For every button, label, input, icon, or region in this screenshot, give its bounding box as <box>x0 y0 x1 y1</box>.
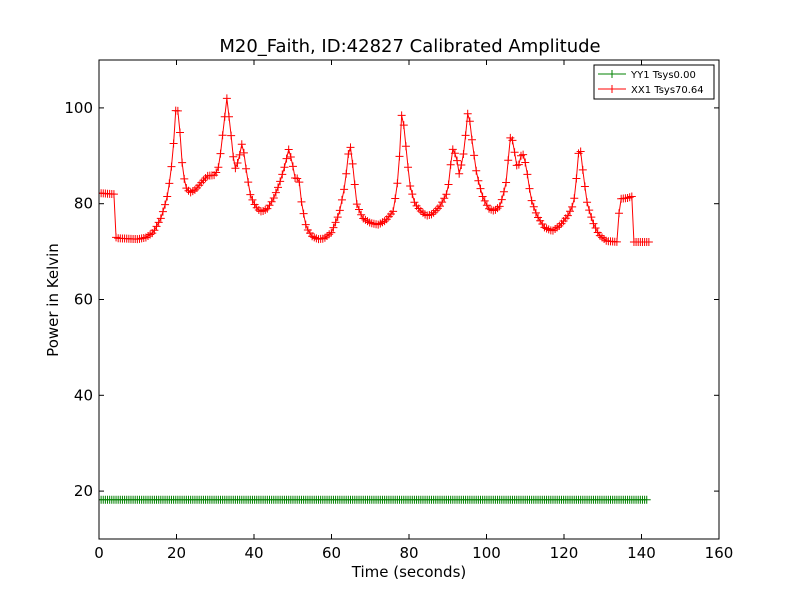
y-tick: 20 <box>74 482 719 500</box>
x-tick-label: 80 <box>399 544 418 562</box>
plot-area <box>99 94 653 504</box>
y-tick-label: 80 <box>74 195 93 213</box>
x-axis-label: Time (seconds) <box>351 563 467 581</box>
y-tick-label: 60 <box>74 291 93 309</box>
x-tick-label: 140 <box>627 544 656 562</box>
y-tick: 100 <box>64 99 719 117</box>
legend-marker-xx1 <box>608 85 616 93</box>
plot-frame <box>98 59 720 540</box>
x-tick: 160 <box>705 60 734 562</box>
x-tick: 20 <box>167 60 186 562</box>
chart-title: M20_Faith, ID:42827 Calibrated Amplitude <box>219 36 600 57</box>
legend: YY1 Tsys0.00 XX1 Tsys70.64 <box>593 64 715 100</box>
series-yy1 <box>99 495 651 504</box>
y-tick-label: 100 <box>64 99 93 117</box>
y-tick-label: 20 <box>74 482 93 500</box>
series-markers <box>99 94 653 247</box>
x-tick-label: 160 <box>705 544 734 562</box>
x-tick: 60 <box>322 60 341 562</box>
series-markers <box>99 495 651 504</box>
legend-label-xx1: XX1 Tsys70.64 <box>631 85 704 96</box>
y-tick-label: 40 <box>74 386 93 404</box>
y-tick: 60 <box>74 291 719 309</box>
legend-box <box>593 64 715 100</box>
y-tick: 80 <box>74 195 719 213</box>
x-tick: 0 <box>94 60 104 562</box>
legend-label-yy1: YY1 Tsys0.00 <box>630 70 696 81</box>
x-tick: 80 <box>399 60 419 562</box>
x-tick-label: 120 <box>550 544 579 562</box>
x-tick-label: 0 <box>94 544 104 562</box>
x-tick: 140 <box>627 60 656 562</box>
x-tick: 100 <box>472 60 501 562</box>
y-axis-label: Power in Kelvin <box>44 243 62 357</box>
x-tick-label: 40 <box>244 544 263 562</box>
x-tick-label: 60 <box>322 544 341 562</box>
x-tick: 120 <box>550 60 579 562</box>
x-tick: 40 <box>244 60 264 562</box>
legend-marker-yy1 <box>608 70 616 78</box>
x-tick-label: 20 <box>167 544 186 562</box>
y-tick: 40 <box>74 386 719 404</box>
series-xx1 <box>99 94 653 247</box>
x-tick-label: 100 <box>472 544 501 562</box>
